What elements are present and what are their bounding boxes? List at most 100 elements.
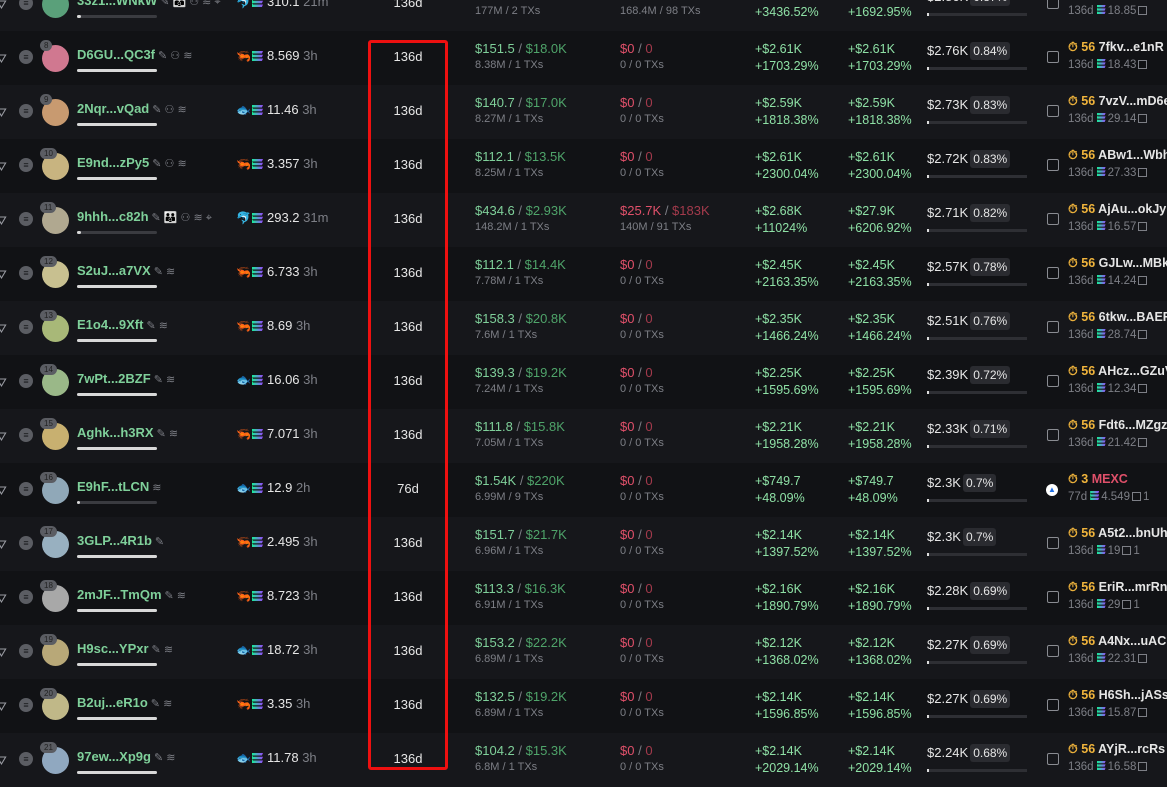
filter-icon[interactable]: ⛛ [0,105,7,120]
funding-source-link[interactable]: 7fkv...e1nR [1098,40,1164,54]
funding-source-icon[interactable] [1047,105,1059,117]
table-row[interactable]: ⛛ ≡ 19 H9sc...YPxr ✎ ≋ 🐟 18.72 3h 136d $1… [0,625,1167,679]
funding-source-link[interactable]: ABw1...Wbh [1098,148,1167,162]
funding-source-icon[interactable] [1047,213,1059,225]
menu-icon[interactable]: ≡ [19,104,33,118]
funding-source-icon[interactable] [1047,267,1059,279]
menu-icon[interactable]: ≡ [19,374,33,388]
funding-source-icon[interactable] [1047,537,1059,549]
wallet-tag-icons[interactable]: ✎ 👪 ⚇ ≋ ⌖ [160,0,221,8]
table-row[interactable]: ⛛ ≡ 10 E9nd...zPy5 ✎ ⚇ ≋ 🦐 3.357 3h 136d … [0,139,1167,193]
funding-source-link[interactable]: A4Nx...uACl [1098,634,1167,648]
funding-source-link[interactable]: AjAu...okJy [1098,202,1167,216]
filter-icon[interactable]: ⛛ [0,537,7,552]
wallet-address-link[interactable]: H9sc...YPxr [77,641,149,656]
wallet-tag-icons[interactable]: ✎ ≋ [153,752,176,764]
funding-source-link[interactable]: 6tkw...BAER [1098,310,1167,324]
funding-source-icon[interactable] [1047,753,1059,765]
filter-icon[interactable]: ⛛ [0,699,7,714]
filter-icon[interactable]: ⛛ [0,0,7,12]
wallet-tag-icons[interactable]: ✎ [154,536,165,548]
wallet-tag-icons[interactable]: ✎ 👪 ⚇ ≋ ⌖ [151,212,212,224]
filter-icon[interactable]: ⛛ [0,753,7,768]
table-row[interactable]: ⛛ ≡ 17 3GLP...4R1b ✎ 🦐 2.495 3h 136d $151… [0,517,1167,571]
table-row[interactable]: ⛛ ≡ 12 S2uJ...a7VX ✎ ≋ 🦐 6.733 3h 136d $1… [0,247,1167,301]
filter-icon[interactable]: ⛛ [0,267,7,282]
funding-source-link[interactable]: A5t2...bnUh [1098,526,1167,540]
wallet-address-link[interactable]: 7wPt...2BZF [77,371,151,386]
menu-icon[interactable]: ≡ [19,644,33,658]
filter-icon[interactable]: ⛛ [0,645,7,660]
menu-icon[interactable]: ≡ [19,536,33,550]
wallet-address-link[interactable]: D6GU...QC3f [77,47,156,62]
wallet-tag-icons[interactable]: ≋ [152,482,162,494]
funding-source-link[interactable]: GJLw...MBk [1098,256,1167,270]
filter-icon[interactable]: ⛛ [0,321,7,336]
menu-icon[interactable]: ≡ [19,428,33,442]
funding-source-icon[interactable] [1047,51,1059,63]
wallet-tag-icons[interactable]: ✎ ≋ [164,590,187,602]
wallet-address-link[interactable]: S2uJ...a7VX [77,263,151,278]
menu-icon[interactable]: ≡ [19,320,33,334]
wallet-tag-icons[interactable]: ✎ ≋ [150,698,173,710]
wallet-tag-icons[interactable]: ✎ ⚇ ≋ [158,50,193,62]
filter-icon[interactable]: ⛛ [0,483,7,498]
wallet-address-link[interactable]: 97ew...Xp9g [77,749,151,764]
table-row[interactable]: ⛛ ≡ 16 E9hF...tLCN ≋ 🐟 12.9 2h 76d $1.54K… [0,463,1167,517]
funding-source-icon[interactable] [1047,591,1059,603]
wallet-address-link[interactable]: Aghk...h3RX [77,425,154,440]
funding-source-link[interactable]: EriR...mrRn [1098,580,1167,594]
wallet-tag-icons[interactable]: ✎ ≋ [146,320,168,332]
filter-icon[interactable]: ⛛ [0,213,7,228]
filter-icon[interactable]: ⛛ [0,591,7,606]
wallet-address-link[interactable]: E1o4...9Xft [77,317,144,332]
wallet-address-link[interactable]: 3GLP...4R1b [77,533,152,548]
wallet-tag-icons[interactable]: ✎ ≋ [153,266,176,278]
menu-icon[interactable]: ≡ [19,752,33,766]
funding-source-link[interactable]: AHcz...GZuV [1098,364,1167,378]
wallet-address-link[interactable]: 9hhh...c82h [77,209,149,224]
funding-source-icon[interactable] [1047,645,1059,657]
filter-icon[interactable]: ⛛ [0,159,7,174]
funding-source-icon[interactable] [1047,321,1059,333]
funding-source-icon[interactable] [1047,429,1059,441]
wallet-address-link[interactable]: 2mJF...TmQm [77,587,162,602]
table-row[interactable]: ⛛ ≡ 18 2mJF...TmQm ✎ ≋ 🦐 8.723 3h 136d $1… [0,571,1167,625]
table-row[interactable]: ⛛ ≡ 7 33z1...WNkW✎ 👪 ⚇ ≋ ⌖ 🐬 310.1 21m 1… [0,0,1167,31]
wallet-address-link[interactable]: B2uj...eR1o [77,695,148,710]
wallet-tag-icons[interactable]: ✎ ≋ [156,428,179,440]
table-row[interactable]: ⛛ ≡ 11 9hhh...c82h ✎ 👪 ⚇ ≋ ⌖ 🐬 293.2 31m … [0,193,1167,247]
table-row[interactable]: ⛛ ≡ 13 E1o4...9Xft ✎ ≋ 🦐 8.69 3h 136d $15… [0,301,1167,355]
wallet-address-link[interactable]: E9nd...zPy5 [77,155,150,170]
funding-source-icon[interactable] [1047,159,1059,171]
funding-source-link[interactable]: Fdt6...MZgz [1098,418,1167,432]
funding-source-link[interactable]: H6Sh...jASs [1098,688,1167,702]
filter-icon[interactable]: ⛛ [0,375,7,390]
wallet-address-link[interactable]: 2Nqr...vQad [77,101,150,116]
menu-icon[interactable]: ≡ [19,50,33,64]
wallet-address-link[interactable]: 33z1...WNkW [77,0,158,8]
wallet-tag-icons[interactable]: ✎ ⚇ ≋ [152,104,187,116]
wallet-address-link[interactable]: E9hF...tLCN [77,479,150,494]
funding-source-icon[interactable] [1047,375,1059,387]
funding-source-link[interactable]: 7vzV...mD6e [1098,94,1167,108]
filter-icon[interactable]: ⛛ [0,429,7,444]
menu-icon[interactable]: ≡ [19,590,33,604]
funding-source-link[interactable]: AYjR...rcRs [1098,742,1166,756]
funding-source-icon[interactable] [1047,699,1059,711]
menu-icon[interactable]: ≡ [19,266,33,280]
table-row[interactable]: ⛛ ≡ 21 97ew...Xp9g ✎ ≋ 🐟 11.78 3h 136d $1… [0,733,1167,787]
table-row[interactable]: ⛛ ≡ 14 7wPt...2BZF ✎ ≋ 🐟 16.06 3h 136d $1… [0,355,1167,409]
menu-icon[interactable]: ≡ [19,698,33,712]
table-row[interactable]: ⛛ ≡ 9 2Nqr...vQad ✎ ⚇ ≋ 🐟 11.46 3h 136d $… [0,85,1167,139]
menu-icon[interactable]: ≡ [19,482,33,496]
filter-icon[interactable]: ⛛ [0,51,7,66]
menu-icon[interactable]: ≡ [19,212,33,226]
funding-source-link[interactable]: MEXC [1091,472,1128,486]
table-row[interactable]: ⛛ ≡ 20 B2uj...eR1o ✎ ≋ 🦐 3.35 3h 136d $13… [0,679,1167,733]
wallet-tag-icons[interactable]: ✎ ≋ [153,374,176,386]
menu-icon[interactable]: ≡ [19,0,33,10]
menu-icon[interactable]: ≡ [19,158,33,172]
funding-source-icon[interactable] [1047,0,1059,9]
table-row[interactable]: ⛛ ≡ 15 Aghk...h3RX ✎ ≋ 🦐 7.071 3h 136d $1… [0,409,1167,463]
